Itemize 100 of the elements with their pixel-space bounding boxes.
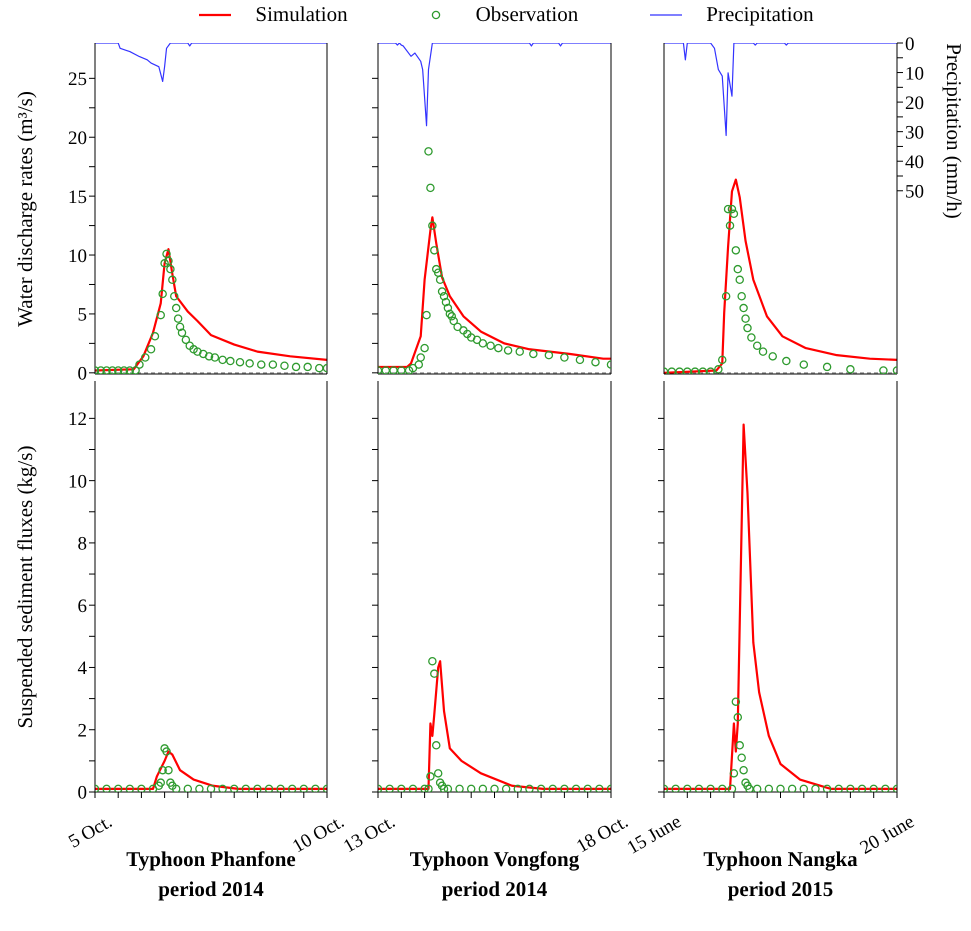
point (210, 353, 220, 362)
y-tick-label: 5 (78, 304, 87, 326)
y-tick-label: 0 (78, 782, 87, 804)
point (204, 352, 214, 361)
point (174, 314, 182, 323)
point (96, 366, 106, 374)
x-axis-title: Typhoon Vongfong period 2014 (408, 847, 580, 903)
point (858, 784, 866, 792)
point (414, 360, 424, 369)
point (426, 772, 435, 781)
point (706, 367, 715, 374)
point (747, 333, 756, 342)
point (385, 784, 394, 792)
point (737, 754, 746, 762)
point (741, 778, 750, 787)
y-tick-label: 0 (78, 364, 87, 385)
point (189, 345, 198, 354)
point (440, 784, 448, 792)
point (158, 290, 167, 298)
point (764, 784, 774, 792)
point (478, 784, 488, 792)
point (438, 287, 446, 296)
point (404, 366, 414, 374)
point (671, 784, 680, 792)
point (160, 259, 169, 268)
point (408, 364, 418, 372)
point (800, 360, 808, 369)
point (735, 741, 744, 750)
y2-tick-label: 50 (905, 182, 924, 203)
point (811, 784, 820, 792)
point (422, 310, 431, 320)
point (420, 344, 429, 352)
point (741, 314, 750, 323)
point (141, 353, 150, 362)
point (668, 367, 676, 374)
x-axis-title: Typhoon Nangka period 2015 (702, 847, 859, 903)
point (449, 316, 458, 326)
point (416, 353, 425, 362)
point (714, 365, 723, 374)
point (583, 784, 592, 792)
x-axis-title: Typhoon Phanfone period 2014 (125, 847, 296, 903)
point (236, 358, 244, 366)
point (420, 784, 429, 792)
point (397, 784, 406, 792)
point (706, 784, 715, 792)
point (718, 784, 726, 792)
point (732, 246, 740, 255)
point (432, 741, 440, 750)
point (164, 256, 173, 266)
point (446, 310, 454, 318)
point (734, 264, 742, 274)
y-tick-label: 2 (78, 720, 87, 742)
point (146, 345, 156, 354)
y-tick-label: 8 (78, 534, 87, 555)
point (490, 784, 499, 792)
line-series (664, 43, 897, 136)
point (389, 366, 398, 374)
point (166, 264, 175, 274)
point (438, 782, 446, 790)
y-tick-label: 12 (68, 409, 87, 430)
point (690, 367, 700, 374)
point (737, 292, 746, 301)
point (683, 784, 692, 792)
y-tick-label: 10 (68, 246, 87, 267)
point (752, 341, 762, 350)
point (315, 364, 324, 372)
point (735, 276, 744, 284)
point (382, 366, 390, 374)
legend-label: Simulation (255, 2, 348, 27)
point (745, 784, 754, 792)
point (292, 362, 300, 372)
point (131, 366, 140, 374)
y2-tick-label: 0 (905, 34, 914, 55)
point (478, 339, 488, 348)
point (486, 341, 495, 350)
point (776, 784, 785, 792)
point (156, 310, 165, 320)
x-tick-label: 5 Oct. (65, 811, 116, 853)
point (245, 359, 254, 368)
point (114, 366, 122, 374)
point (515, 347, 524, 356)
point (572, 784, 580, 792)
y-tick-label: 6 (78, 596, 87, 617)
point (494, 344, 503, 352)
point (822, 362, 832, 372)
point (734, 713, 742, 722)
point (752, 784, 762, 792)
point (170, 292, 179, 301)
y2-tick-label: 40 (905, 152, 924, 173)
point (459, 326, 468, 335)
point (834, 784, 843, 792)
point (268, 360, 278, 369)
point (726, 221, 734, 230)
point (426, 184, 435, 192)
point (525, 784, 534, 792)
point (102, 366, 111, 374)
point (548, 784, 557, 792)
point (428, 221, 437, 230)
point (504, 346, 512, 355)
point (162, 250, 171, 258)
